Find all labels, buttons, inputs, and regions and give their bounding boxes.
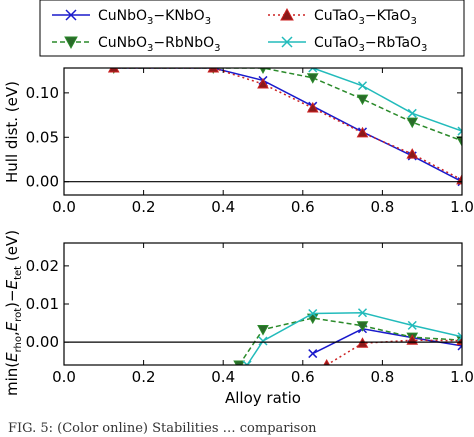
svg-text:CuNbO3−KNbO3: CuNbO3−KNbO3 [98, 8, 211, 27]
top-plot-frame [63, 67, 463, 196]
top-series-2-point [356, 94, 369, 106]
legend-text-4: CuTaO [314, 35, 358, 51]
svg-text:CuNbO3−RbNbO3: CuNbO3−RbNbO3 [98, 35, 221, 54]
bottom-series-4-point [242, 360, 252, 365]
top-series-4-point [357, 81, 368, 91]
svg-text:CuTaO3−KTaO3: CuTaO3−KTaO3 [314, 8, 417, 27]
top-panel: 0.0 0.2 0.4 0.6 0.8 1.0 0.00 0.05 0.10 Hull dist… [3, 67, 474, 216]
bottom-x-tick-label: 0.8 [370, 368, 394, 386]
bottom-panel: 0.0 0.2 0.4 0.6 0.8 1.0 0.00 0.01 0.02 min(Erho,… [3, 230, 474, 407]
top-series-4-point [407, 108, 417, 118]
bottom-x-tick-label: 0.0 [52, 368, 76, 386]
bottom-x-tick-label: 0.4 [211, 368, 235, 386]
top-series-2-point [306, 73, 319, 84]
legend: CuNbO3−KNbO3 CuTaO3−KTaO3 CuNbO3−RbNbO3 … [39, 0, 465, 57]
top-series-4-point [457, 126, 462, 136]
top-series-3-point [257, 77, 269, 89]
top-series-2-point [456, 136, 462, 147]
bottom-series-line-4 [246, 312, 462, 365]
bottom-series-line-3 [326, 339, 462, 365]
legend-entry-cutao3-ktao3: CuTaO3−KTaO3 [268, 7, 417, 27]
top-series-line-2 [113, 68, 462, 142]
top-series-3-point [107, 68, 120, 73]
x-axis-label: Alloy ratio [225, 389, 301, 407]
bottom-series-4-point [407, 320, 417, 330]
legend-text-1: CuNbO [98, 8, 147, 24]
bottom-y-tick-label: 0.01 [26, 295, 59, 313]
bottom-series-4-point [357, 308, 368, 318]
bottom-x-tick-label: 0.2 [132, 368, 156, 386]
top-x-tick-label: 0.0 [52, 198, 76, 216]
top-x-tick-label: 0.2 [132, 198, 156, 216]
top-series-3-point [406, 148, 419, 159]
bottom-series-2-point [233, 360, 245, 365]
bottom-y-tick-label: 0.02 [26, 257, 59, 275]
legend-marker-triangle-down-icon [64, 36, 78, 50]
legend-entry-cunbo3-knbo3: CuNbO3−KNbO3 [52, 8, 211, 27]
bottom-series-4-point [457, 332, 462, 342]
bottom-plot-frame [63, 242, 463, 366]
legend-entry-cunbo3-rbnbo3: CuNbO3−RbNbO3 [52, 35, 221, 54]
top-series-line-1 [113, 68, 462, 183]
bottom-series-3-point [356, 337, 369, 348]
bottom-series-1-point [308, 349, 318, 359]
legend-frame [39, 0, 465, 57]
bottom-series-2-point [356, 321, 369, 332]
top-series-4-point [308, 68, 318, 73]
top-series-line-3 [113, 68, 462, 181]
legend-text-3: CuNbO [98, 35, 147, 51]
legend-marker-x-icon [65, 9, 77, 21]
bottom-y-axis-label: min(Erho,Erot)−Etet (eV) [3, 230, 24, 396]
bottom-series-4-point [308, 309, 318, 319]
legend-marker-x-icon [281, 36, 293, 48]
top-series-line-4 [312, 68, 462, 132]
top-y-tick-label: 0.00 [26, 173, 59, 191]
top-x-tick-label: 1.0 [450, 198, 474, 216]
top-x-tick-label: 0.4 [211, 198, 235, 216]
top-series-3-point [356, 126, 369, 138]
top-series-3-point [306, 101, 319, 113]
bottom-series-4-point [258, 336, 268, 346]
top-x-tick-label: 0.8 [370, 198, 394, 216]
svg-text:CuTaO3−RbTaO3: CuTaO3−RbTaO3 [314, 35, 427, 54]
bottom-series-line-2 [238, 317, 462, 365]
legend-entry-cutao3-rbtao3: CuTaO3−RbTaO3 [268, 35, 427, 54]
bottom-x-tick-label: 1.0 [450, 368, 474, 386]
top-y-tick-label: 0.05 [26, 128, 59, 146]
top-series-2-point [406, 117, 419, 129]
legend-marker-triangle-up-icon [280, 7, 294, 21]
legend-text-2: CuTaO [314, 8, 358, 24]
bottom-y-tick-label: 0.00 [26, 333, 59, 351]
top-y-axis-label: Hull dist. (eV) [3, 81, 21, 183]
figure-caption: FIG. 5: (Color online) Stabilities … com… [8, 421, 317, 436]
top-y-tick-label: 0.10 [26, 84, 59, 102]
top-series-3-point [207, 68, 220, 73]
bottom-x-tick-label: 0.6 [291, 368, 315, 386]
top-x-tick-label: 0.6 [291, 198, 315, 216]
bottom-series-2-point [257, 325, 269, 336]
